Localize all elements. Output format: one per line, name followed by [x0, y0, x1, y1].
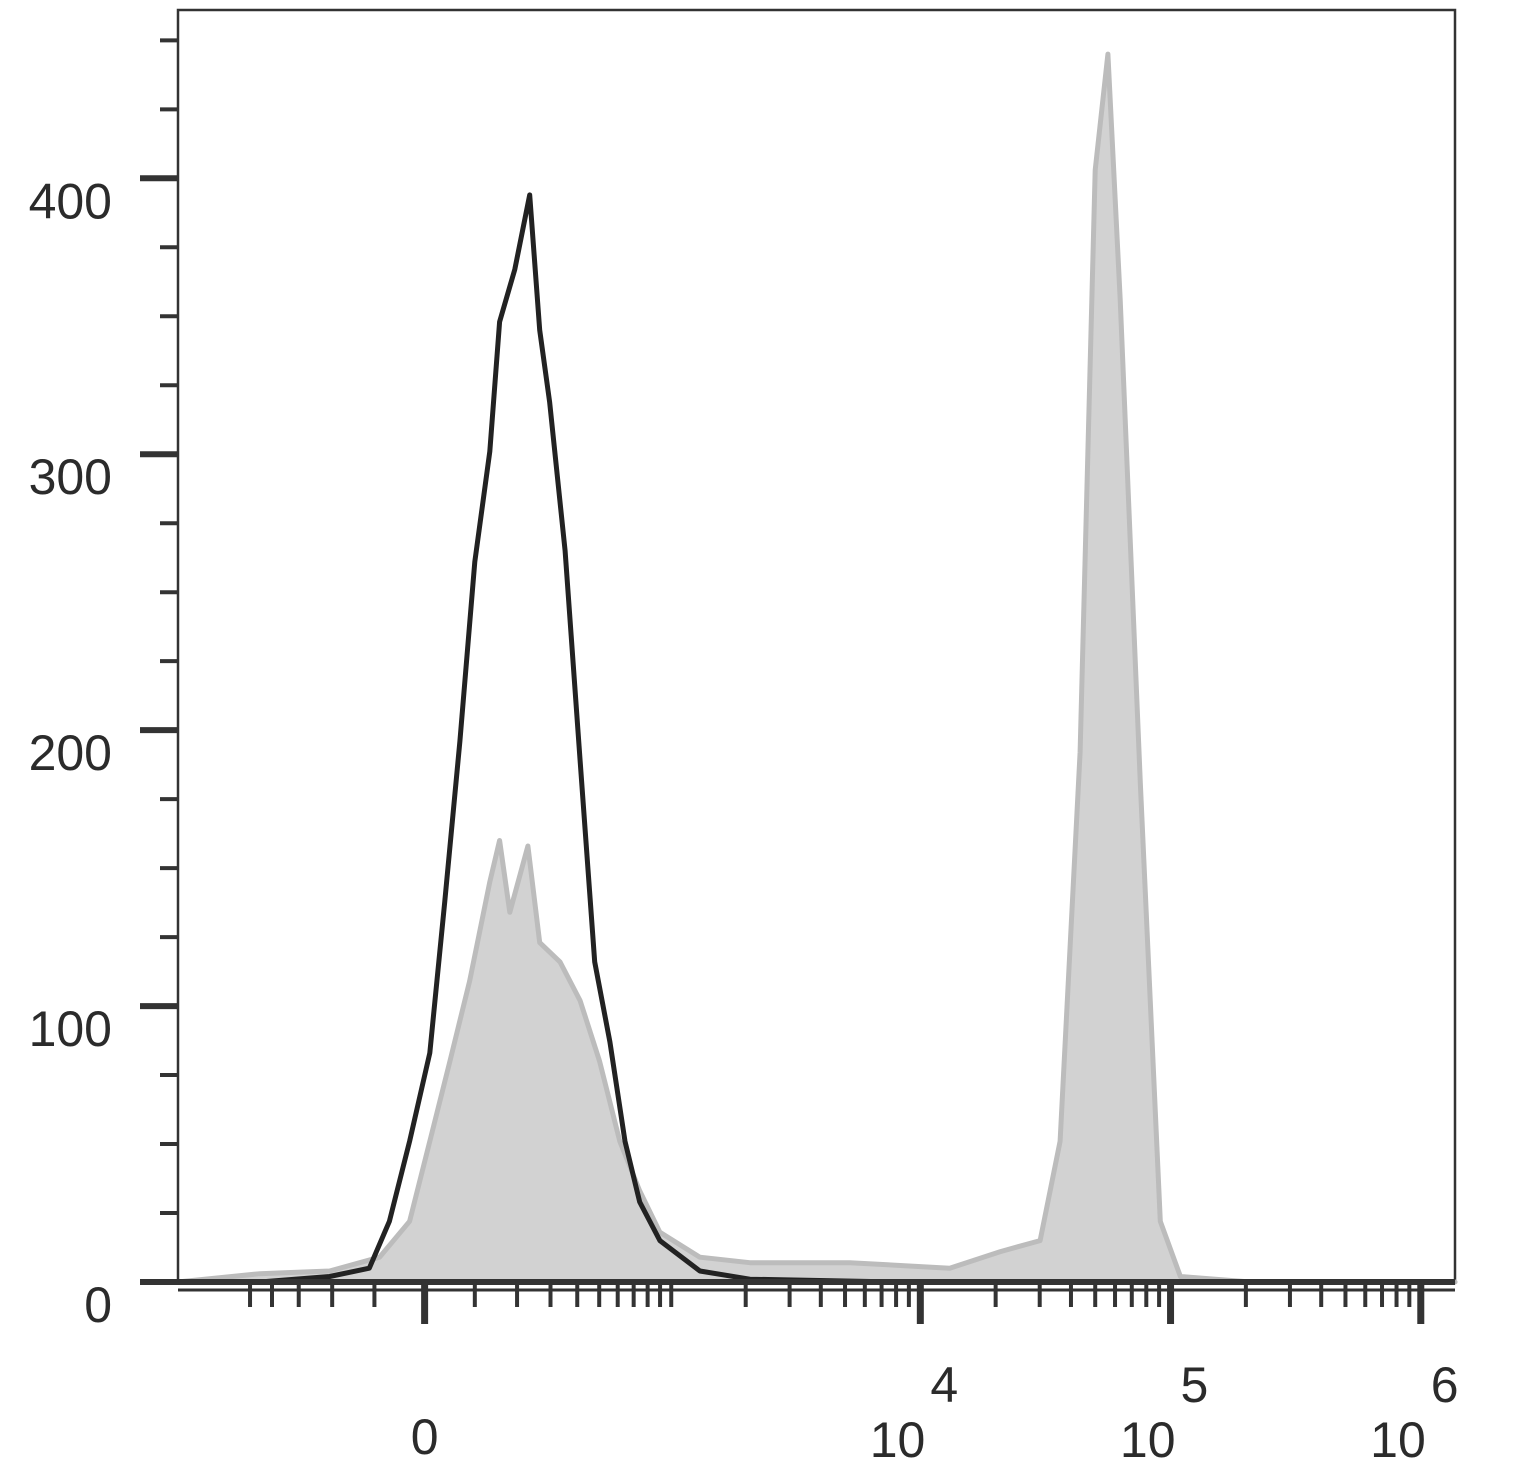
- plot-frame: [176, 8, 1457, 1284]
- x-tick-exponent: 5: [1181, 1357, 1209, 1413]
- x-tick-label: 10: [870, 1412, 926, 1468]
- y-tick-label: 400: [29, 173, 112, 229]
- histogram-area: [175, 51, 1458, 1285]
- x-tick-label: 0: [411, 1409, 439, 1465]
- y-tick-label: 200: [29, 725, 112, 781]
- histogram-line: [177, 192, 1456, 1285]
- x-tick-label: 10: [1370, 1412, 1426, 1468]
- x-tick-exponent: 4: [930, 1357, 958, 1413]
- x-tick-exponent: 6: [1431, 1357, 1459, 1413]
- y-tick-label: 100: [29, 1001, 112, 1057]
- y-tick-label: 300: [29, 449, 112, 505]
- y-tick-label: 0: [84, 1277, 112, 1333]
- x-tick-label: 10: [1120, 1412, 1176, 1468]
